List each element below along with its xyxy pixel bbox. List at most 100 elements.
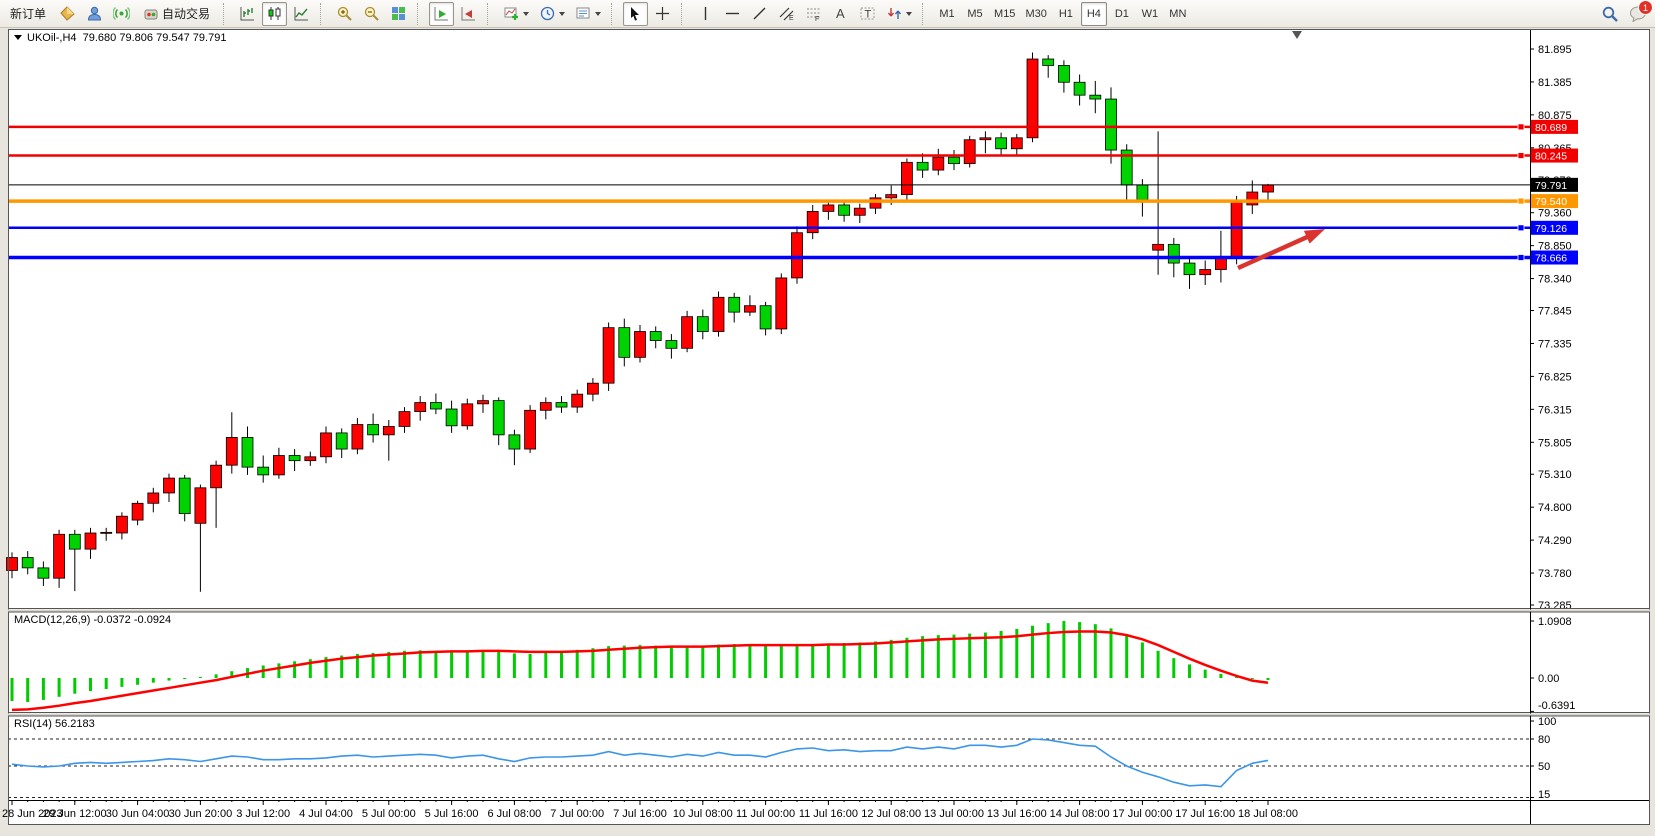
arrow-annotation[interactable] [1237, 229, 1325, 271]
trader-button[interactable] [82, 2, 107, 26]
svg-text:74.800: 74.800 [1538, 502, 1572, 514]
candlestick-icon [268, 7, 281, 20]
chevron-down-icon [595, 11, 602, 16]
horizontal-line[interactable] [8, 152, 1530, 159]
gold-nugget-icon-button[interactable] [55, 2, 80, 26]
timeframe-m30-button[interactable]: M30 [1021, 2, 1050, 26]
search-button[interactable] [1597, 2, 1623, 26]
svg-text:73.780: 73.780 [1538, 568, 1572, 580]
toolbar-separator [681, 2, 688, 25]
auto-scroll-button[interactable] [429, 1, 455, 26]
svg-text:50: 50 [1538, 761, 1550, 773]
label-tool-button[interactable]: T [855, 2, 880, 26]
macd-splitter[interactable] [8, 609, 1650, 612]
channel-tool-button[interactable]: E [774, 2, 799, 26]
svg-text:75.310: 75.310 [1538, 469, 1572, 481]
timeframe-h4-button[interactable]: H4 [1080, 1, 1107, 26]
indicators-button[interactable] [499, 2, 533, 26]
timeframe-label: M5 [967, 7, 983, 20]
trendline-tool-button[interactable] [747, 2, 772, 26]
svg-text:81.385: 81.385 [1538, 77, 1572, 89]
svg-text:11 Jul 16:00: 11 Jul 16:00 [799, 808, 858, 820]
timeframe-label: M15 [994, 7, 1016, 20]
label-icon: T [860, 7, 875, 21]
horizontal-line[interactable] [8, 224, 1530, 232]
rsi-splitter[interactable] [8, 713, 1650, 716]
timeframe-label: D1 [1114, 7, 1129, 20]
svg-text:81.895: 81.895 [1538, 44, 1572, 56]
cursor-tool-button[interactable] [623, 1, 649, 26]
bar-chart-button[interactable] [235, 2, 260, 26]
crosshair-tool-button[interactable] [650, 2, 675, 26]
notifications-button[interactable]: 1 [1625, 0, 1653, 26]
notification-badge: 1 [1638, 0, 1653, 15]
timeframe-m1-button[interactable]: M1 [934, 2, 960, 26]
chart-shift-marker[interactable] [1292, 31, 1302, 39]
vertical-line-tool-button[interactable] [693, 2, 718, 26]
svg-text:74.290: 74.290 [1538, 535, 1572, 547]
templates-button[interactable] [571, 2, 605, 26]
auto-trading-label: 自动交易 [162, 7, 211, 21]
zoom-out-button[interactable] [359, 2, 384, 26]
fibonacci-tool-button[interactable]: F [801, 2, 826, 26]
svg-text:7 Jul 00:00: 7 Jul 00:00 [550, 808, 604, 820]
chart-shift-button[interactable] [456, 2, 481, 26]
timeframe-h1-button[interactable]: H1 [1053, 2, 1079, 26]
timeframe-label: MN [1169, 7, 1187, 20]
svg-text:80.245: 80.245 [1535, 151, 1567, 163]
svg-text:6 Jul 08:00: 6 Jul 08:00 [487, 808, 541, 820]
svg-text:11 Jul 00:00: 11 Jul 00:00 [736, 808, 795, 820]
svg-text:79.360: 79.360 [1538, 208, 1572, 220]
toolbar-separator [223, 2, 230, 25]
timeframe-m5-button[interactable]: M5 [962, 2, 988, 26]
bar-chart-icon [240, 7, 255, 21]
svg-text:29 Jun 12:00: 29 Jun 12:00 [43, 808, 107, 820]
timeframe-label: M1 [939, 7, 955, 20]
timeframe-w1-button[interactable]: W1 [1137, 2, 1163, 26]
timeframe-d1-button[interactable]: D1 [1109, 2, 1135, 26]
timeframe-mn-button[interactable]: MN [1165, 2, 1191, 26]
candlestick-button[interactable] [262, 1, 288, 26]
chevron-down-icon [906, 11, 913, 16]
svg-text:30 Jun 04:00: 30 Jun 04:00 [106, 808, 170, 820]
candlesticks-layer [6, 52, 1274, 592]
svg-text:30 Jun 20:00: 30 Jun 20:00 [169, 808, 233, 820]
timeframe-m15-button[interactable]: M15 [990, 2, 1019, 26]
zoom-in-button[interactable] [332, 2, 357, 26]
text-icon: A [836, 6, 845, 21]
svg-text:28 Jun 2023: 28 Jun 2023 [2, 808, 63, 820]
horizontal-line[interactable] [8, 123, 1530, 131]
auto-trading-button[interactable]: 自动交易 [136, 2, 217, 26]
svg-text:15: 15 [1538, 789, 1550, 801]
horizontal-line[interactable] [8, 254, 1530, 261]
line-chart-button[interactable] [289, 2, 314, 26]
arrows-tool-button[interactable] [882, 2, 916, 26]
svg-text:14 Jul 08:00: 14 Jul 08:00 [1050, 808, 1110, 820]
svg-text:77.335: 77.335 [1538, 338, 1572, 350]
horizontal-line-icon [726, 12, 740, 15]
svg-text:77.845: 77.845 [1538, 306, 1572, 318]
svg-text:79.791: 79.791 [1535, 180, 1567, 192]
svg-text:1.0908: 1.0908 [1538, 616, 1572, 628]
svg-text:18 Jul 08:00: 18 Jul 08:00 [1238, 808, 1298, 820]
crosshair-icon [656, 7, 670, 20]
svg-text:10 Jul 08:00: 10 Jul 08:00 [673, 808, 733, 820]
zoom-in-icon [337, 6, 352, 21]
svg-text:3 Jul 12:00: 3 Jul 12:00 [236, 808, 290, 820]
svg-text:13 Jul 00:00: 13 Jul 00:00 [924, 808, 984, 820]
horizontal-line-tool-button[interactable] [720, 2, 745, 26]
horizontal-line[interactable] [8, 197, 1530, 205]
svg-text:80: 80 [1538, 734, 1550, 746]
toolbar-separator [487, 2, 494, 25]
templates-icon [576, 7, 590, 19]
svg-text:T: T [865, 9, 872, 21]
signal-button[interactable] [109, 2, 134, 26]
new-order-button[interactable]: 新订单 [3, 2, 53, 26]
svg-text:80.689: 80.689 [1535, 122, 1567, 134]
periods-button[interactable] [535, 2, 569, 26]
tile-windows-button[interactable] [386, 2, 411, 26]
svg-text:4 Jul 04:00: 4 Jul 04:00 [299, 808, 353, 820]
text-tool-button[interactable]: A [828, 2, 853, 26]
